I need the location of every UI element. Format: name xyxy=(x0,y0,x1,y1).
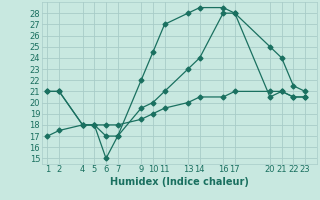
X-axis label: Humidex (Indice chaleur): Humidex (Indice chaleur) xyxy=(110,177,249,187)
